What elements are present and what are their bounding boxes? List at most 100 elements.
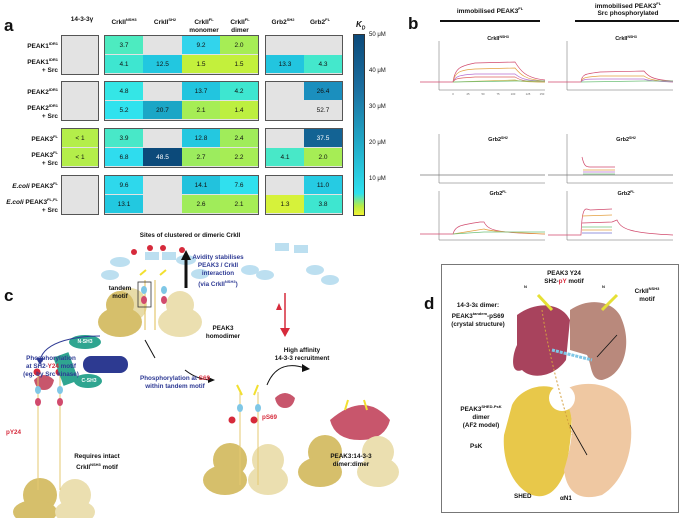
n-terminus-label: N (602, 284, 605, 289)
y24-label: PEAK3 Y24 SH2-pY motif (544, 270, 584, 285)
heat-cell: 13.7 (182, 82, 220, 100)
heat-cell: 4.1 (105, 55, 143, 73)
heat-cell: 4.1 (266, 148, 304, 166)
heat-cell: 1.5 (182, 55, 220, 73)
svg-text:25: 25 (466, 92, 470, 96)
structure-panel: PEAK3 Y24 SH2-pY motif 14-3-3ε dimer: PEAK… (441, 264, 679, 513)
homodimer-label: PEAK3 homodimer (205, 325, 241, 340)
svg-text:Grb2FL: Grb2FL (617, 190, 635, 197)
row-label: PEAK3FL + Src (31, 150, 58, 168)
heat-cell: 2.7 (182, 148, 220, 166)
svg-text:CrkIINSH3: CrkIINSH3 (615, 35, 637, 42)
heat-cell: 13.3 (266, 55, 304, 73)
heat-cell: 3.7 (105, 36, 143, 54)
structure-render (503, 293, 632, 498)
heat-cell: 1.5 (220, 55, 258, 73)
heat-cell: < 1 (62, 148, 98, 166)
col-header: 14-3-3γ (70, 16, 94, 23)
svg-text:Grb2SH2: Grb2SH2 (616, 136, 636, 143)
heat-cell: 2.0 (304, 148, 342, 166)
heat-cell: 1.3 (266, 195, 304, 213)
heat-cell: 14.1 (182, 176, 220, 194)
col-header: Grb2FL (309, 17, 331, 27)
title-underline (575, 20, 679, 22)
group-box: < 1 < 1 (61, 128, 99, 168)
heat-cell: 3.9 (105, 129, 143, 147)
high-affinity-note: High affinity 14-3-3 recruitment (274, 347, 330, 362)
panel-label-c: c (4, 286, 14, 305)
colorbar-tick: 20 μM (369, 140, 386, 146)
af2-model-label: PEAK3SHED-PsK dimer (AF2 model) (460, 404, 502, 430)
heat-cell: 37.5 (304, 129, 342, 147)
heat-cell: 4.8 (105, 82, 143, 100)
svg-text:100: 100 (511, 92, 516, 96)
group-box: 11.0 1.3 3.8 (265, 175, 343, 215)
heat-cell: 5.2 (105, 101, 143, 119)
svg-text:50: 50 (481, 92, 485, 96)
heat-cell: 1.4 (220, 101, 258, 119)
panel-label-d: d (424, 294, 435, 313)
crystal-dimer-label: 14-3-3ε dimer: PEAK3tandem-pS69 (crystal s… (451, 302, 505, 329)
colorbar-tick: 40 μM (369, 68, 386, 74)
group-box: 4.8 13.7 4.2 5.2 20.7 2.1 1.4 (104, 81, 259, 121)
title-underline (440, 20, 540, 22)
phospho-s69-note: Phosphorylation at S69 within tandem moti… (140, 375, 210, 390)
svg-text:125: 125 (526, 92, 531, 96)
colorbar-title: KD (356, 20, 366, 32)
svg-text:CrkIINSH3: CrkIINSH3 (487, 35, 509, 42)
heat-cell: 2.2 (220, 148, 258, 166)
heat-cell: 2.0 (220, 36, 258, 54)
asap1-label: ASAP1 (94, 420, 118, 427)
heat-cell: 26.4 (304, 82, 342, 100)
colorbar-tick: 10 μM (369, 176, 386, 182)
sensorgram-grid: CrkIINSH3 CrkIINSH3 Grb2SH2 Grb2SH2 Grb2… (420, 35, 674, 241)
panel-label-a: a (4, 16, 14, 35)
group-box (61, 175, 99, 215)
panel-label-b: b (408, 14, 419, 33)
group-box (61, 81, 99, 121)
heat-cell: < 1 (62, 129, 98, 147)
crkii-motif-label: CrkIINSH3 motif (634, 286, 660, 304)
svg-text:75: 75 (496, 92, 500, 96)
avidity-note: Avidity stabilises PEAK3 / CrkII interacti… (192, 254, 244, 289)
heat-cell: 4.3 (304, 55, 342, 73)
psk-label: PsK (470, 443, 483, 450)
tandem-motif-label: tandem motif (108, 285, 132, 300)
heat-cell: 52.7 (304, 101, 342, 119)
requires-note: Requires intact CrkIINSH3 motif (74, 453, 120, 472)
row-label: PEAK1IDR1 + Src (27, 57, 58, 75)
row-label: E.coli PEAK3FL,FL + Src (6, 197, 58, 215)
colorbar (353, 34, 365, 216)
group-box: 26.4 52.7 (265, 81, 343, 121)
column-title: immobilised PEAK3FL Src phosphorylated (594, 1, 662, 18)
heat-cell: 6.8 (105, 148, 143, 166)
svg-text:150: 150 (540, 92, 545, 96)
heat-cell: 3.8 (304, 195, 342, 213)
row-label: PEAK2IDR1 + Src (27, 103, 58, 121)
heat-cell: 4.2 (220, 82, 258, 100)
col-header: CrkIIFL monomer (189, 17, 219, 35)
heat-cell: 20.7 (143, 101, 182, 119)
col-header: CrkIIFL dimer (230, 17, 250, 35)
heat-cell: 7.6 (220, 176, 258, 194)
heat-cell: 12.5 (143, 55, 182, 73)
ps69-label: pS69 (262, 414, 278, 421)
heat-cell: 48.5 (143, 148, 182, 166)
col-header: CrkIISH2 (153, 17, 177, 27)
heat-cell: 11.0 (304, 176, 342, 194)
group-box (61, 35, 99, 75)
an1-label: αN1 (560, 495, 572, 502)
colorbar-tick: 30 μM (369, 104, 386, 110)
heat-cell: 2.1 (220, 195, 258, 213)
row-label: PEAK1IDR1 (27, 41, 58, 51)
group-box: 13.3 4.3 (265, 35, 343, 75)
py24-label: pY24 (6, 429, 22, 436)
row-label: E.coli PEAK3FL (12, 181, 58, 191)
heat-cell: 12.8 (182, 129, 220, 147)
schematic-drawing (13, 243, 399, 518)
col-header: Grb2SH2 (271, 17, 295, 27)
group-box: 9.6 14.1 7.6 13.1 2.6 2.1 (104, 175, 259, 215)
schematic-title: Sites of clustered or dimeric CrkII (139, 232, 241, 239)
col-header: CrkIINSH3 (111, 17, 137, 27)
heat-cell: 9.6 (105, 176, 143, 194)
